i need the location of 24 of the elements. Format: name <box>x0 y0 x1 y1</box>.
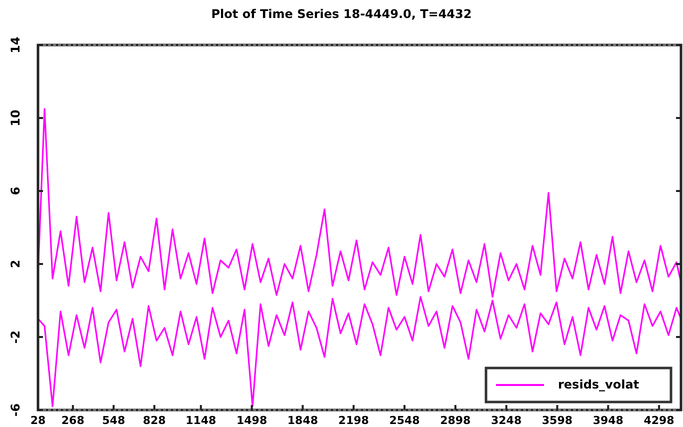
x-tick-label: 3598 <box>542 414 573 427</box>
y-tick-label: 10 <box>8 110 22 126</box>
x-tick-label: 2898 <box>440 414 471 427</box>
line-series <box>38 108 681 298</box>
x-tick-label: 2548 <box>389 414 420 427</box>
line-series <box>38 296 681 408</box>
legend-label: resids_volat <box>558 377 640 392</box>
x-tick-label: 3248 <box>491 414 522 427</box>
x-tick-label: 1498 <box>236 414 268 427</box>
x-tick-label: 1148 <box>186 414 216 427</box>
y-tick-label: 6 <box>8 186 22 196</box>
x-tick-label: 4298 <box>644 414 674 427</box>
x-tick-label: 1848 <box>287 414 318 427</box>
x-tick-label: 828 <box>142 414 166 427</box>
y-tick-label: 14 <box>8 36 22 54</box>
x-tick-label: 548 <box>102 414 126 427</box>
x-tick-label: 2198 <box>338 414 369 427</box>
x-tick-label: 3948 <box>592 414 624 427</box>
chart-title: Plot of Time Series 18-4449.0, T=4432 <box>211 7 472 21</box>
y-tick-label: -2 <box>8 330 22 344</box>
y-tick-label: 2 <box>8 260 22 268</box>
x-tick-label: 28 <box>30 414 46 427</box>
x-tick-label: 268 <box>61 414 84 427</box>
y-tick-label: -6 <box>8 403 22 417</box>
